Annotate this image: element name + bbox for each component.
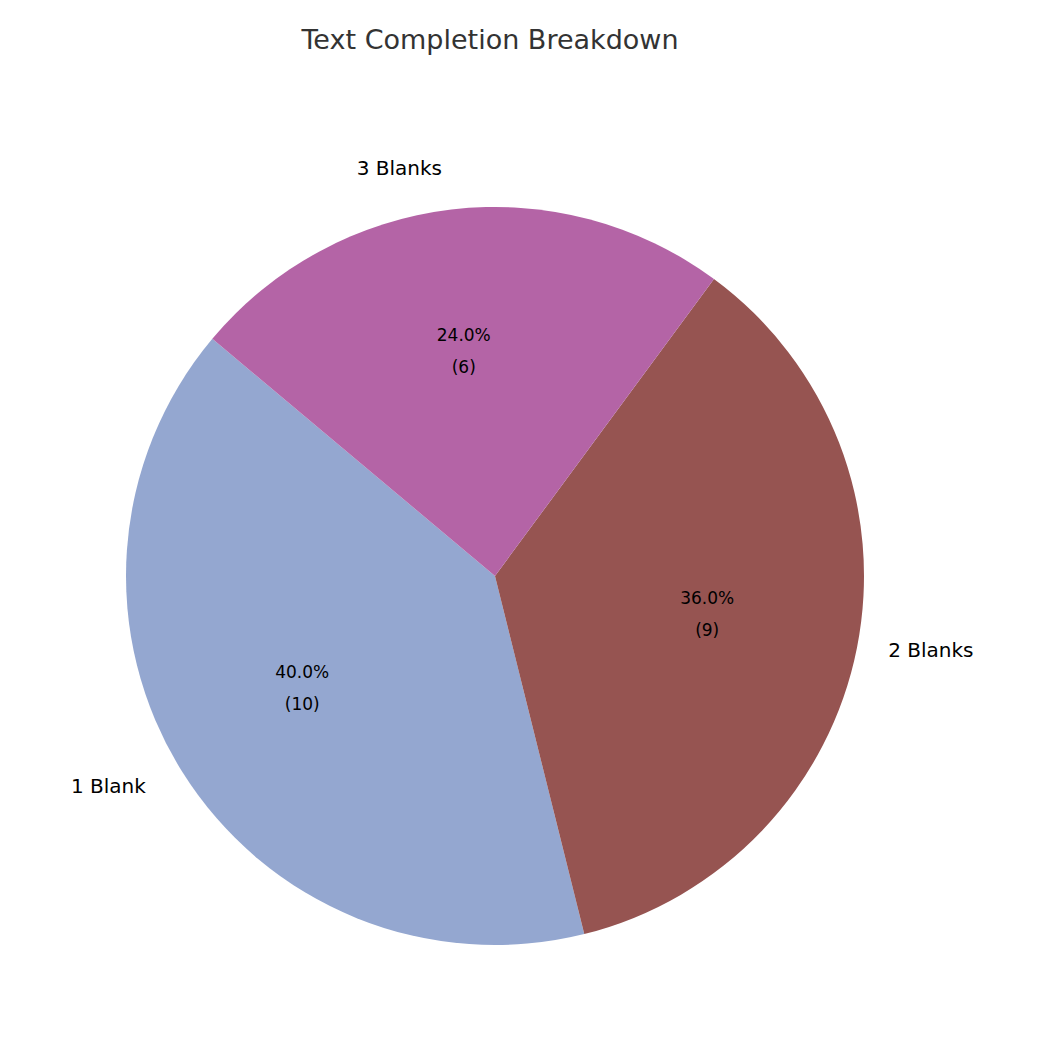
svg-text:24.0%: 24.0% [437,325,491,345]
svg-text:(9): (9) [695,620,719,640]
svg-text:1 Blank: 1 Blank [71,774,146,798]
svg-text:(10): (10) [285,694,320,714]
svg-text:2 Blanks: 2 Blanks [888,638,973,662]
svg-text:3 Blanks: 3 Blanks [357,156,442,180]
svg-text:40.0%: 40.0% [275,662,329,682]
svg-text:36.0%: 36.0% [680,588,734,608]
html-text:Text Completion Breakdown: Text Completion Breakdown [301,24,679,55]
svg-text:(6): (6) [452,357,476,377]
